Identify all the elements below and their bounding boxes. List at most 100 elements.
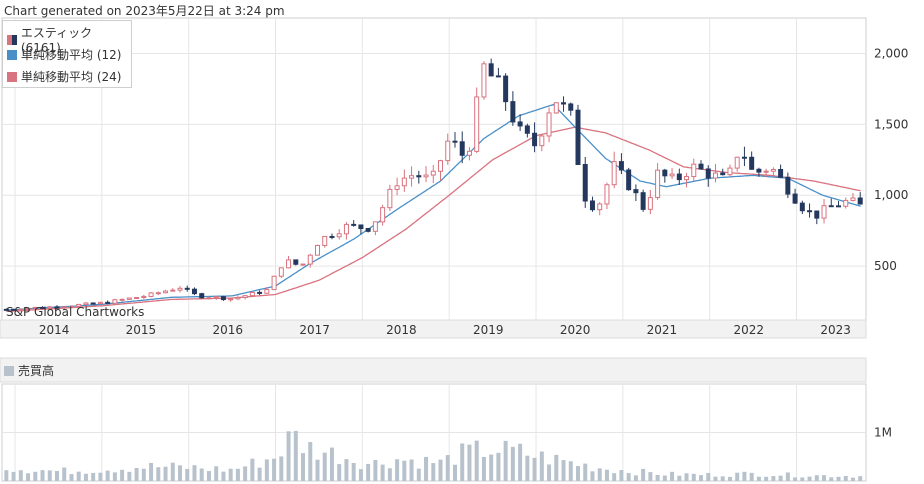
volume-bar [467, 444, 472, 481]
volume-bar [720, 476, 725, 481]
candle-body [380, 207, 386, 223]
candle-body [561, 102, 567, 105]
y-tick-label: 1,000 [874, 188, 908, 202]
volume-bar [4, 470, 9, 481]
candle-body [734, 156, 740, 169]
volume-bar [18, 470, 23, 481]
candle-body [372, 221, 378, 232]
candle-body [698, 163, 704, 170]
volume-bar [47, 470, 52, 481]
volume-bar [684, 473, 689, 481]
volume-bar [134, 468, 139, 481]
volume-bar [409, 459, 414, 481]
candle-body [799, 202, 805, 212]
volume-bar [706, 472, 711, 481]
volume-bar [843, 476, 848, 481]
volume-bar [344, 459, 349, 481]
candle-body [857, 197, 863, 205]
volume-axis: 1M [874, 426, 892, 440]
candle-body [105, 301, 111, 304]
candle-body [148, 292, 154, 297]
candle-body [314, 244, 320, 256]
volume-bar [308, 442, 313, 481]
volume-bar [358, 469, 363, 481]
volume-bar [416, 468, 421, 481]
candle-body [481, 63, 487, 98]
volume-bar [612, 473, 617, 481]
volume-bar [387, 468, 392, 481]
sma12-line [6, 103, 861, 311]
volume-bar [293, 430, 298, 481]
volume-bar [243, 466, 248, 481]
candle-body [611, 161, 617, 186]
candle-body [83, 302, 89, 305]
candle-body [322, 235, 328, 246]
volume-bar [40, 470, 45, 481]
candle-body [155, 292, 161, 295]
volume-bar [691, 473, 696, 481]
candle-body [68, 305, 74, 308]
volume-bar [98, 472, 103, 481]
legend-item-sma12[interactable]: 単純移動平均 (12) [7, 46, 121, 63]
candle-body [430, 170, 436, 176]
candle-body [459, 141, 465, 156]
candle-body [76, 303, 82, 307]
candles [3, 58, 863, 312]
sma12-layer [6, 103, 861, 311]
sma12-swatch-icon [7, 49, 17, 60]
candle-body [546, 112, 552, 137]
volume-bar [141, 468, 146, 481]
volume-bar [633, 475, 638, 481]
candle-body [452, 140, 458, 143]
volume-bar [62, 467, 67, 481]
volume-bar [402, 460, 407, 481]
candle-body [438, 160, 444, 172]
candle-body [300, 263, 306, 266]
candle-body [669, 173, 675, 177]
volume-bar [829, 477, 834, 481]
volume-bar [83, 473, 88, 481]
volume-bar [727, 476, 732, 481]
candle-body [684, 176, 690, 181]
volume-bar [460, 443, 465, 481]
volume-bar [431, 463, 436, 481]
candle-body [329, 235, 335, 238]
volume-tick-label: 1M [874, 426, 892, 440]
candle-body [336, 233, 342, 238]
x-tick-label: 2021 [647, 323, 678, 337]
candle-body [626, 169, 632, 191]
volume-bar [250, 458, 255, 481]
legend-item-price[interactable]: エスティック(6161) [7, 24, 131, 55]
candle-body [532, 132, 538, 147]
volume-bar [532, 457, 537, 481]
candle-body [163, 290, 169, 294]
candle-body [792, 193, 798, 204]
volume-bar [735, 472, 740, 481]
candle-body [264, 289, 270, 294]
candle-body [242, 295, 248, 298]
volume-bar [619, 469, 624, 481]
candle-body [213, 296, 219, 299]
price-grid [1, 17, 867, 321]
candle-body [220, 296, 226, 301]
volume-bar [366, 463, 371, 481]
candle-body [785, 176, 791, 195]
legend-item-sma24[interactable]: 単純移動平均 (24) [7, 68, 121, 85]
volume-bar [756, 476, 761, 481]
volume-bar [322, 452, 327, 481]
candle-body [597, 203, 603, 211]
candle-body [97, 301, 103, 305]
volume-bar [163, 466, 168, 481]
candle-body [640, 192, 646, 210]
volume-bar [380, 464, 385, 481]
volume-grid [0, 357, 867, 482]
volume-bar [452, 464, 457, 481]
volume-bar [170, 462, 175, 481]
candle-body [365, 228, 371, 232]
candle-body [47, 306, 53, 309]
candle-body [712, 172, 718, 179]
volume-bar [641, 468, 646, 481]
sma24-swatch-icon [7, 71, 17, 82]
sma24-layer [6, 126, 861, 313]
